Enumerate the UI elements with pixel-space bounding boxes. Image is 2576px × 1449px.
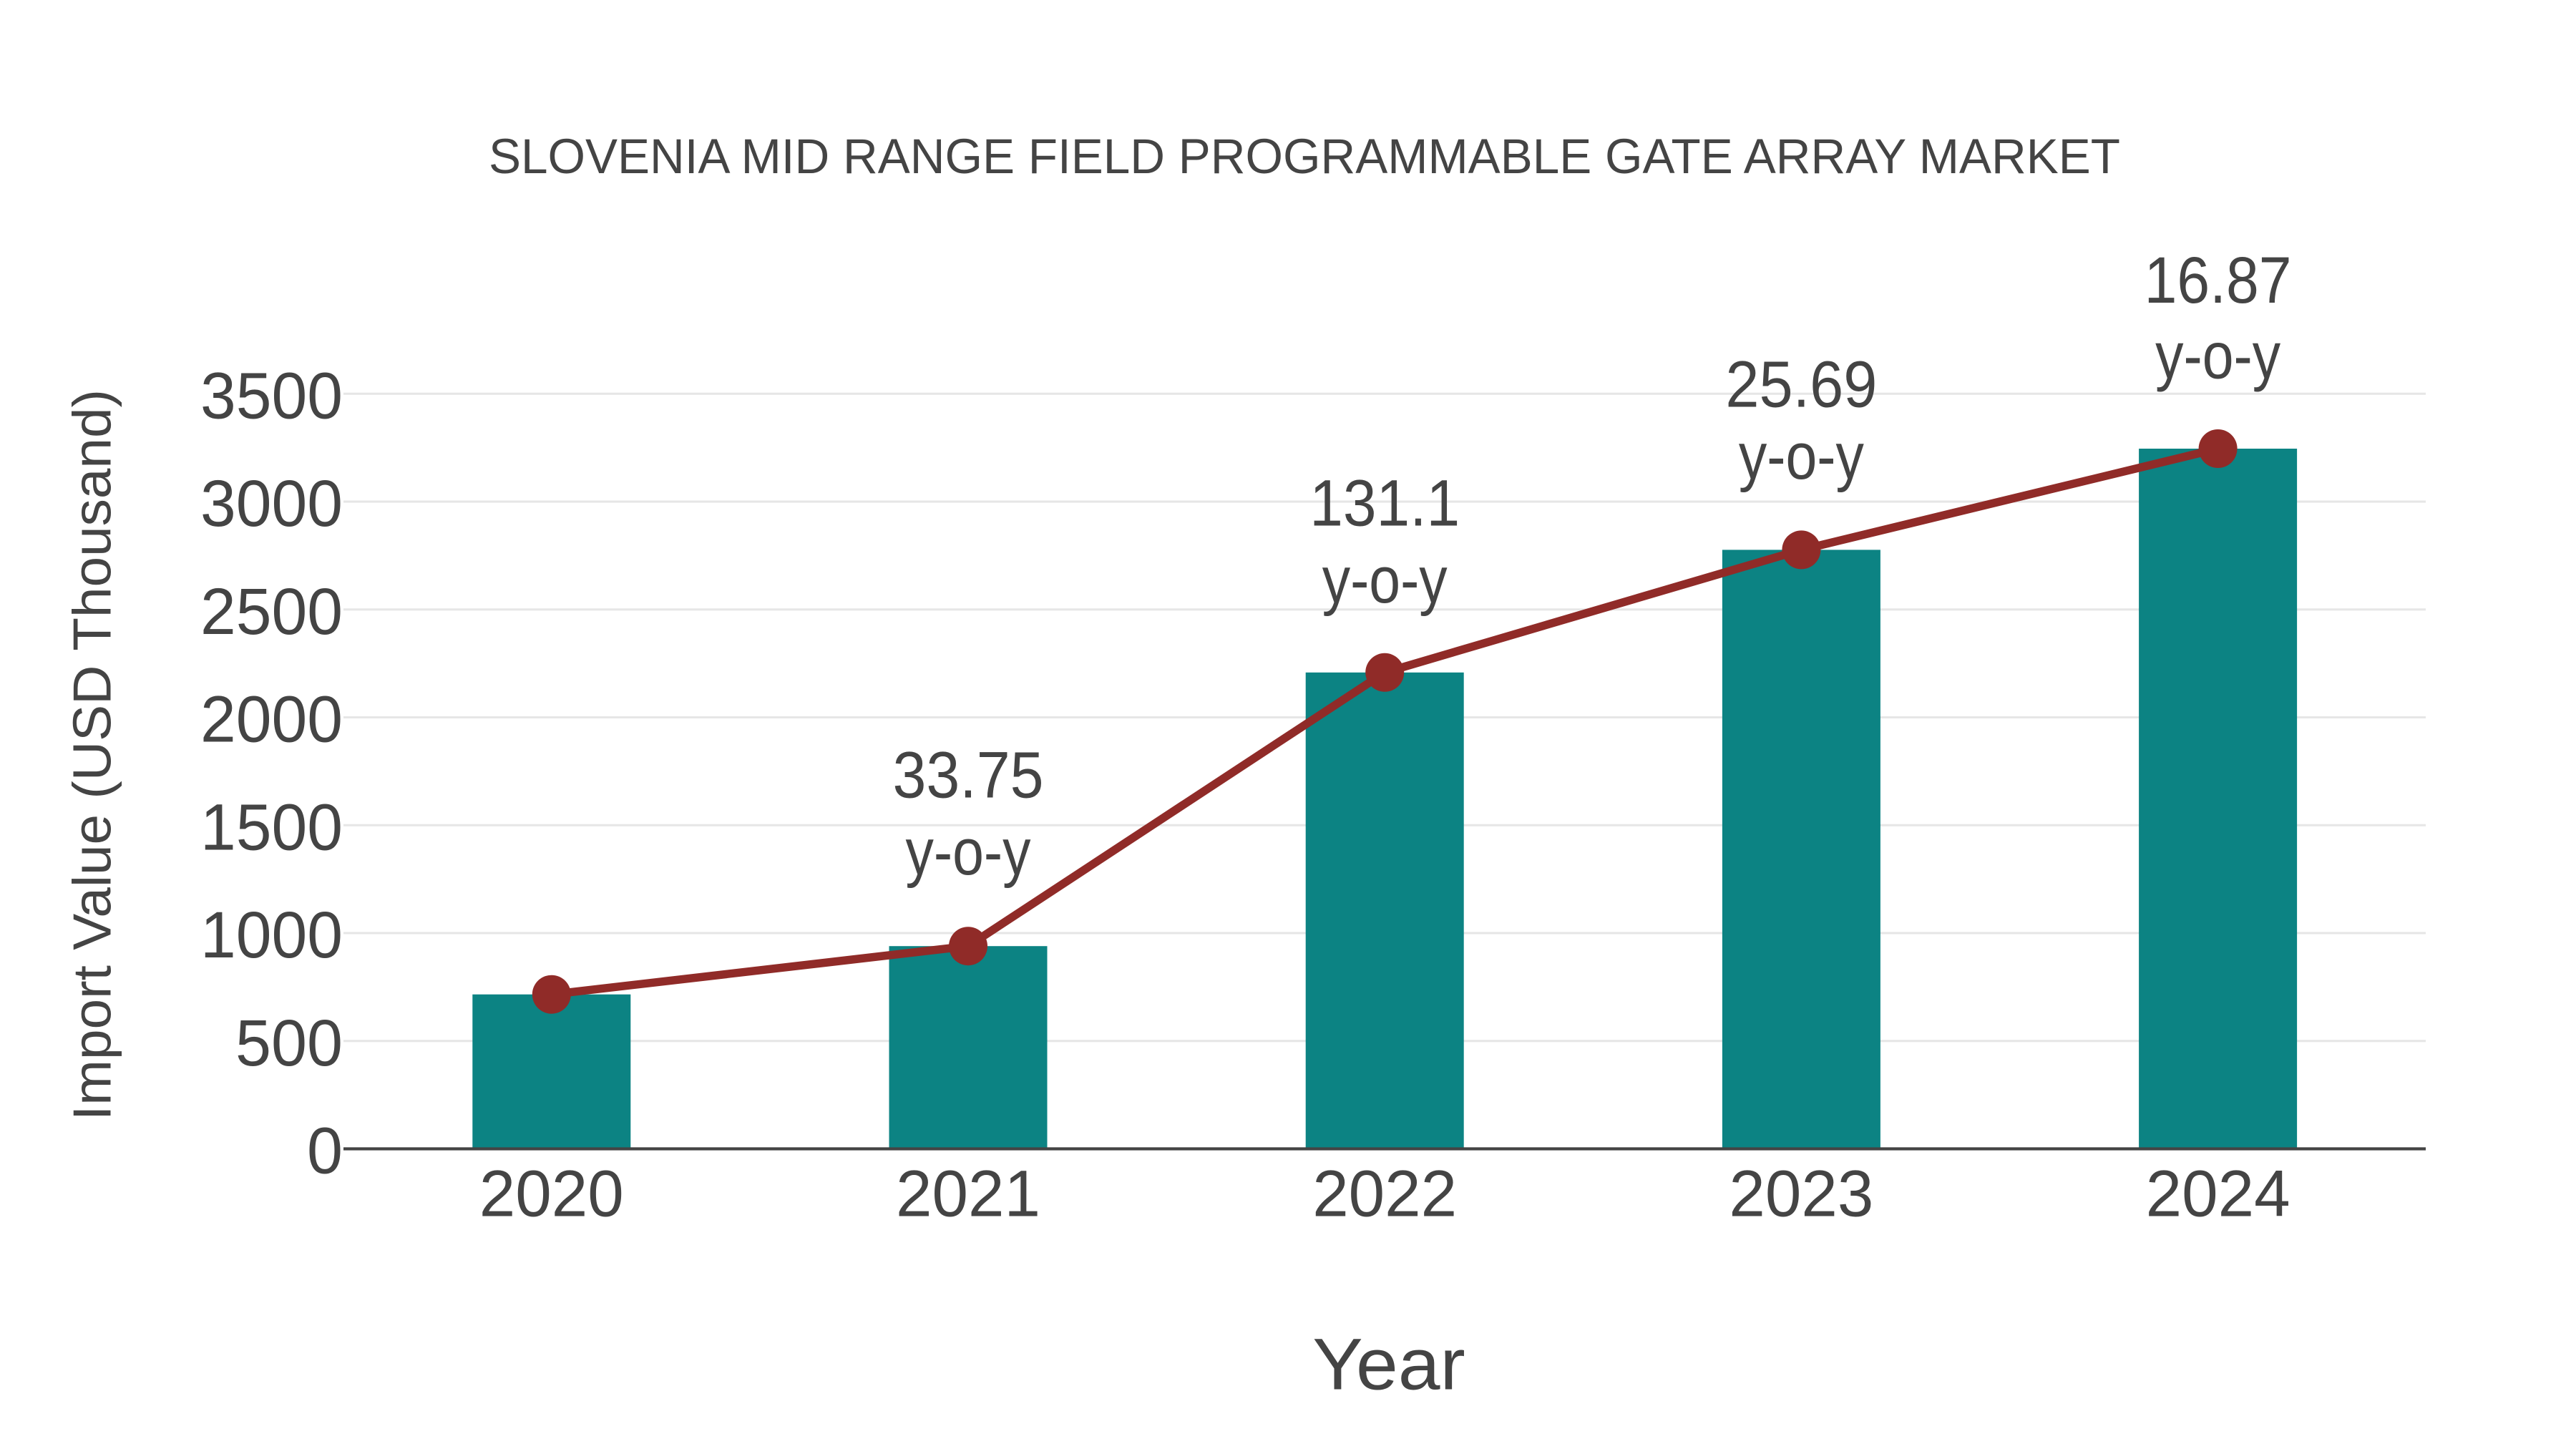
svg-text:2023: 2023	[1729, 1158, 1873, 1231]
svg-text:Import Value (USD Thousand): Import Value (USD Thousand)	[62, 389, 122, 1121]
svg-text:2500: 2500	[200, 575, 343, 648]
svg-text:y-o-y: y-o-y	[1739, 420, 1864, 493]
svg-text:Year: Year	[1312, 1323, 1465, 1405]
svg-text:3000: 3000	[200, 467, 343, 540]
svg-text:SLOVENIA MID RANGE FIELD PROGR: SLOVENIA MID RANGE FIELD PROGRAMMABLE GA…	[489, 129, 2120, 184]
svg-text:1500: 1500	[200, 791, 343, 864]
svg-text:2021: 2021	[896, 1158, 1040, 1231]
svg-text:2024: 2024	[2146, 1158, 2290, 1231]
svg-text:33.75: 33.75	[893, 739, 1044, 812]
svg-text:2020: 2020	[479, 1158, 624, 1231]
svg-text:131.1: 131.1	[1309, 467, 1460, 540]
svg-text:500: 500	[235, 1007, 343, 1080]
svg-text:y-o-y: y-o-y	[906, 816, 1031, 889]
svg-text:y-o-y: y-o-y	[2155, 320, 2280, 393]
svg-text:16.87: 16.87	[2145, 244, 2292, 317]
svg-text:2000: 2000	[200, 683, 343, 756]
svg-text:2022: 2022	[1312, 1158, 1457, 1231]
svg-text:1000: 1000	[200, 899, 343, 972]
svg-text:0: 0	[307, 1115, 343, 1188]
svg-text:3500: 3500	[200, 359, 343, 432]
svg-text:25.69: 25.69	[1725, 348, 1877, 421]
svg-text:y-o-y: y-o-y	[1322, 544, 1448, 617]
